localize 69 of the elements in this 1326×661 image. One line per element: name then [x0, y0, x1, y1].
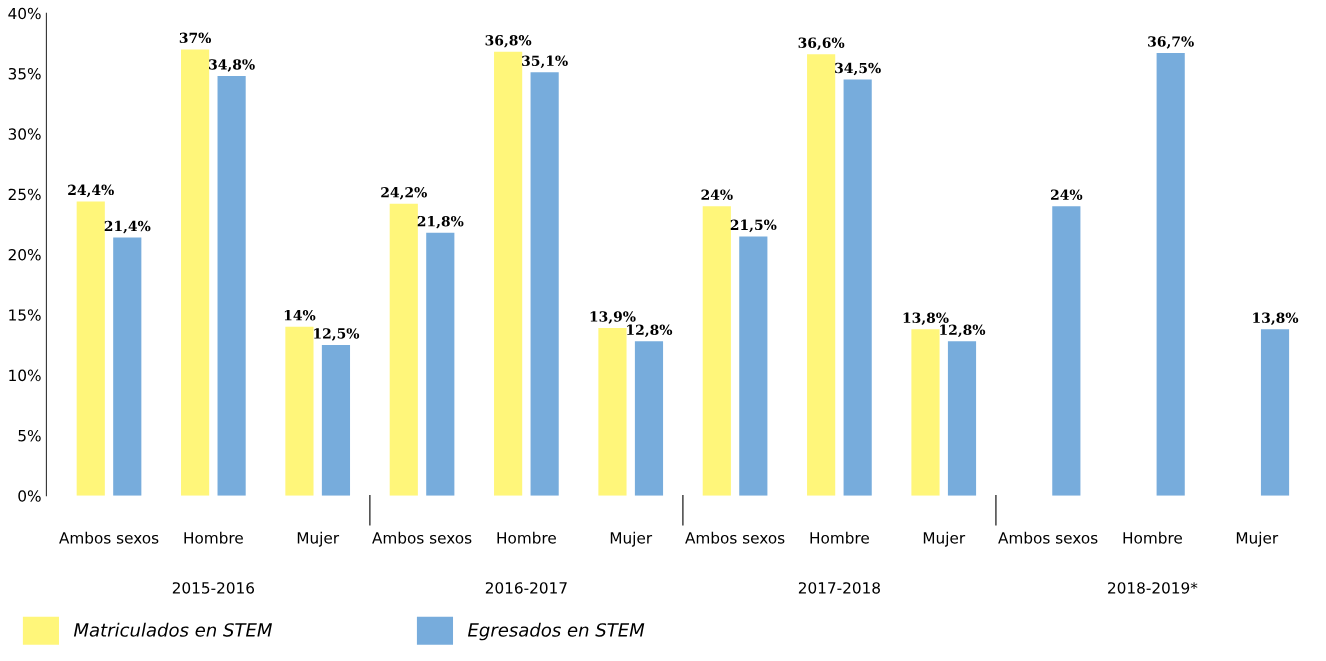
legend-label: Matriculados en STEM	[73, 622, 272, 637]
y-tick-label: 5%	[18, 429, 41, 442]
data-label: 12,5%	[314, 328, 360, 341]
bar	[739, 236, 768, 496]
y-tick-label: 15%	[9, 309, 41, 321]
x-tick-label: Hombre	[1123, 531, 1182, 544]
x-tick-label: Mujer	[1236, 531, 1279, 547]
bar	[217, 75, 246, 496]
y-tick-label: 30%	[8, 128, 41, 140]
bar	[530, 72, 559, 496]
bar	[1260, 329, 1290, 496]
data-label: 24%	[701, 189, 733, 200]
x-tick-label: Ambos sexos	[998, 531, 1098, 544]
x-tick-label: Ambos sexos	[685, 531, 785, 544]
bar	[598, 328, 627, 496]
bar	[113, 237, 142, 496]
bar	[1156, 53, 1185, 496]
text: 2016-2017	[485, 582, 567, 594]
y-tick-label: 40%	[8, 7, 41, 20]
bar	[702, 206, 731, 496]
bar	[181, 49, 210, 496]
data-label: 24,2%	[381, 187, 427, 200]
data-label: 13,8%	[903, 312, 949, 326]
bar	[843, 79, 872, 496]
data-label: 24,4%	[68, 184, 114, 198]
bar	[321, 344, 351, 496]
data-label: 21,4%	[104, 220, 151, 234]
text: 2017-2018	[798, 582, 880, 594]
bar	[634, 341, 664, 496]
data-label: 21,5%	[730, 219, 777, 233]
x-tick-label: Hombre	[497, 531, 556, 544]
data-label: 36,8%	[485, 35, 532, 48]
x-tick-label: Mujer	[610, 531, 653, 547]
bar	[389, 203, 418, 496]
bar	[947, 341, 977, 496]
bar	[76, 201, 105, 496]
data-label: 37%	[179, 32, 212, 44]
legend-label: Egresados en STEM	[467, 622, 645, 641]
bar	[1052, 206, 1081, 496]
x-tick-label: Ambos sexos	[372, 531, 472, 544]
data-label: 24%	[1051, 189, 1083, 200]
data-label: 14%	[284, 310, 316, 321]
x-tick-label: Hombre	[810, 531, 869, 544]
bar	[285, 326, 314, 496]
bar	[426, 232, 455, 496]
data-label: 34,8%	[209, 59, 255, 72]
bar	[911, 329, 940, 496]
y-tick-label: 10%	[9, 369, 41, 382]
data-label: 12,8%	[627, 324, 673, 338]
x-tick-label: Hombre	[184, 531, 243, 544]
text: 2018-2019*	[1108, 582, 1198, 594]
data-label: 36,6%	[798, 37, 845, 51]
data-label: 34,5%	[835, 62, 881, 76]
data-label: 13,9%	[590, 311, 636, 324]
y-tick-label: 20%	[8, 248, 41, 261]
data-label: 12,8%	[940, 324, 986, 338]
bar	[807, 54, 836, 496]
data-label: 21,8%	[417, 215, 464, 229]
y-tick-label: 0%	[18, 490, 41, 502]
data-label: 36,7%	[1148, 36, 1194, 49]
x-tick-label: Mujer	[923, 531, 966, 547]
data-label: 35,1%	[522, 55, 568, 69]
data-label: 13,8%	[1253, 312, 1299, 326]
bar	[494, 51, 523, 496]
text: 2015-2016	[172, 582, 255, 594]
y-tick-label: 25%	[8, 188, 41, 201]
y-tick-label: 35%	[8, 68, 41, 80]
x-tick-label: Mujer	[297, 531, 340, 547]
x-tick-label: Ambos sexos	[59, 531, 159, 544]
